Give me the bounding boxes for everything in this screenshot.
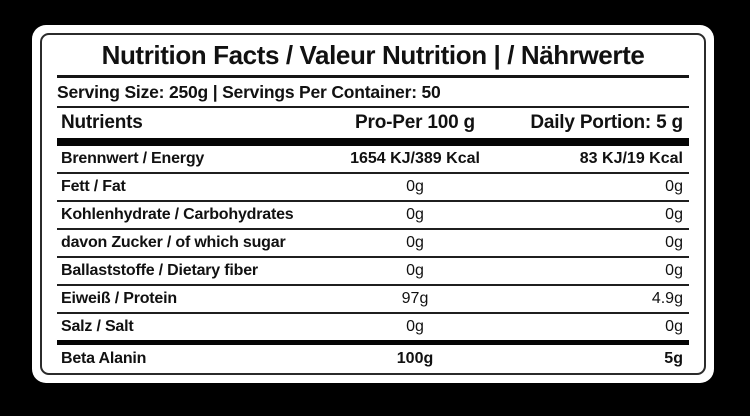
row-label: Ballaststoffe / Dietary fiber — [61, 262, 258, 279]
row-per100-value: 1654 KJ/389 Kcal — [350, 150, 480, 167]
table-row-carbohydrates: Kohlenhydrate / Carbohydrates 0g 0g — [57, 202, 689, 230]
table-row-beta-alanin: Beta Alanin 100g 5g — [57, 345, 689, 373]
nutrition-label-card: Nutrition Facts / Valeur Nutrition | / N… — [32, 25, 714, 383]
row-label: Salz / Salt — [61, 318, 134, 335]
column-header-portion: Daily Portion: 5 g — [530, 112, 683, 133]
column-header-per100: Pro-Per 100 g — [355, 112, 475, 133]
row-label: Beta Alanin — [61, 350, 147, 367]
row-per100-value: 97g — [401, 290, 429, 307]
row-portion-value: 0g — [665, 318, 683, 335]
row-per100-value: 100g — [396, 350, 434, 367]
table-row-fiber: Ballaststoffe / Dietary fiber 0g 0g — [57, 258, 689, 286]
beta-alanin-thick-separator — [57, 340, 689, 345]
header-thick-separator — [57, 138, 689, 146]
row-portion-value: 0g — [665, 178, 683, 195]
row-portion-value: 0g — [665, 234, 683, 251]
row-per100-value: 0g — [406, 178, 424, 195]
table-row-protein: Eiweiß / Protein 97g 4.9g — [57, 286, 689, 314]
serving-info: Serving Size: 250g | Servings Per Contai… — [57, 81, 441, 102]
label-title: Nutrition Facts / Valeur Nutrition | / N… — [101, 39, 645, 70]
table-row-salt: Salz / Salt 0g 0g — [57, 314, 689, 340]
row-label: Kohlenhydrate / Carbohydrates — [61, 206, 294, 223]
row-portion-value: 5g — [664, 350, 683, 367]
row-label: Fett / Fat — [61, 178, 126, 195]
row-portion-value: 83 KJ/19 Kcal — [579, 150, 683, 167]
row-portion-value: 0g — [665, 206, 683, 223]
table-row-fat: Fett / Fat 0g 0g — [57, 174, 689, 202]
row-label: Eiweiß / Protein — [61, 290, 177, 307]
column-header-nutrients: Nutrients — [61, 112, 143, 133]
table-row-sugar: davon Zucker / of which sugar 0g 0g — [57, 230, 689, 258]
row-portion-value: 0g — [665, 262, 683, 279]
row-per100-value: 0g — [406, 318, 424, 335]
title-divider — [57, 75, 689, 78]
serving-divider — [57, 106, 689, 108]
row-per100-value: 0g — [406, 206, 424, 223]
row-label: Brennwert / Energy — [61, 150, 205, 167]
row-per100-value: 0g — [406, 262, 424, 279]
row-label: davon Zucker / of which sugar — [61, 234, 286, 251]
table-row-energy: Brennwert / Energy 1654 KJ/389 Kcal 83 K… — [57, 146, 689, 174]
row-per100-value: 0g — [406, 234, 424, 251]
label-border-box: Nutrition Facts / Valeur Nutrition | / N… — [40, 33, 706, 375]
table-header-row: Nutrients Pro-Per 100 g Daily Portion: 5… — [57, 108, 689, 138]
row-portion-value: 4.9g — [651, 290, 683, 307]
